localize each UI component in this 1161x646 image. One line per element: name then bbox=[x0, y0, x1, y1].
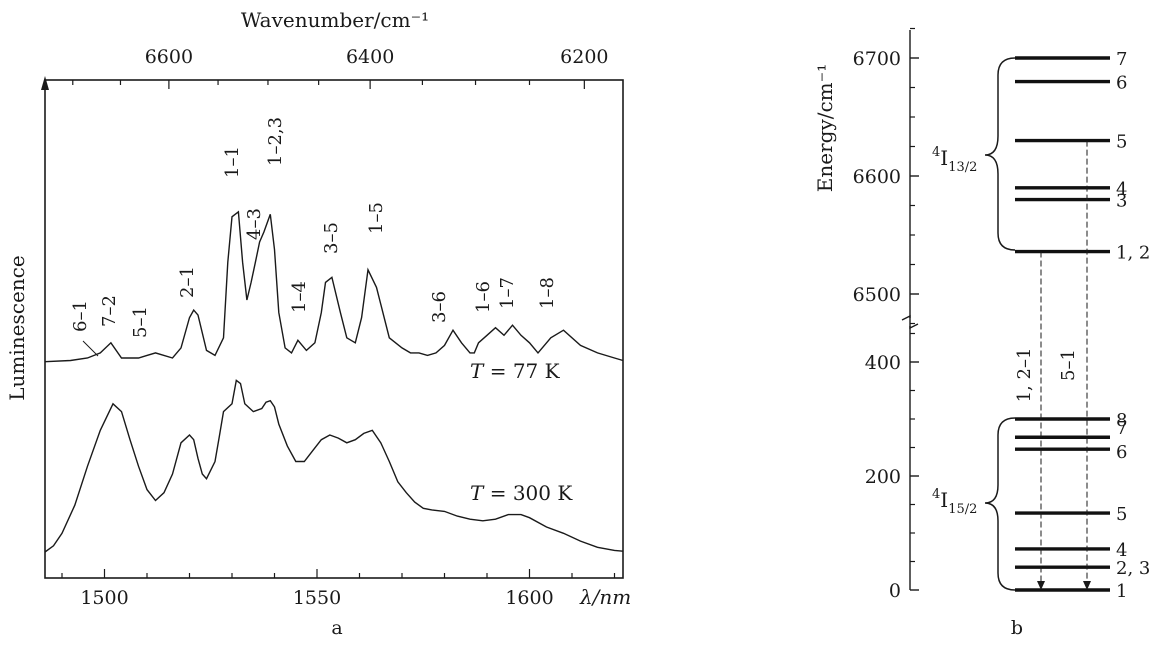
peak-label-2-1: 2–1 bbox=[177, 266, 198, 298]
peak-label-7-2: 7–2 bbox=[99, 295, 120, 327]
transition-arrowhead-1-2-1 bbox=[1037, 581, 1045, 590]
panel-a-luminescence-spectra: Wavenumber/cm⁻¹ Luminescence λ/nm 1500 15… bbox=[5, 8, 631, 639]
x2-tick-label-6400: 6400 bbox=[346, 46, 394, 68]
bottom-axis-ticks: 1500 1550 1600 bbox=[61, 569, 616, 609]
peak-labels: 6–1 7–2 5–12–11–14–31–2,31–43–51–53–6 1–6 1–… bbox=[70, 117, 558, 338]
level-label-1-6: 6 bbox=[1116, 442, 1127, 463]
manifold-label-4I13-2: 4I13/2 bbox=[932, 145, 977, 175]
peak-label-1-1: 1–1 bbox=[222, 146, 243, 178]
x-axis-title: λ/nm bbox=[579, 585, 631, 609]
transition-label-1-2-1: 1, 2–1 bbox=[1014, 348, 1035, 403]
peak-label-3-6: 3–6 bbox=[429, 291, 450, 323]
energy-tick-label-400: 400 bbox=[865, 352, 901, 374]
top-axis-title: Wavenumber/cm⁻¹ bbox=[241, 8, 429, 32]
level-label-1-1: 1 bbox=[1116, 581, 1127, 602]
manifold-label-lower-sup: 4 bbox=[932, 487, 940, 502]
axis-break-mark bbox=[901, 314, 919, 330]
peak-label-1-6: 1–6 bbox=[473, 281, 494, 313]
level-label-0-3: 3 bbox=[1116, 191, 1127, 212]
energy-tick-label-0: 0 bbox=[889, 580, 901, 602]
x-tick-label-1550: 1550 bbox=[293, 587, 341, 609]
energy-axis-title: Energy/cm⁻¹ bbox=[813, 64, 837, 192]
manifold-braces bbox=[984, 57, 1016, 591]
level-label-1-5: 5 bbox=[1116, 504, 1127, 525]
peak-label-5-1: 5–1 bbox=[130, 306, 151, 338]
leader-6-1 bbox=[82, 340, 99, 357]
panel-caption-a: a bbox=[331, 617, 342, 639]
manifold-label-upper-sup: 4 bbox=[932, 145, 940, 160]
energy-axis-ticks: 6500 6600 6700 0 200 400 bbox=[853, 27, 919, 602]
panel-caption-b: b bbox=[1011, 617, 1023, 639]
peak-label-1-4: 1–4 bbox=[289, 281, 310, 313]
x2-tick-label-6600: 6600 bbox=[145, 46, 193, 68]
top-axis-ticks: 6600 6400 6200 bbox=[72, 46, 609, 89]
peak-label-6-1: 6–1 bbox=[70, 300, 91, 332]
series-label-77k-t: T bbox=[470, 359, 485, 383]
peak-label-4-3: 4–3 bbox=[244, 208, 265, 240]
level-label-0-7: 7 bbox=[1116, 49, 1127, 70]
transition-arrowhead-5-1 bbox=[1083, 581, 1091, 590]
y-axis-arrowhead bbox=[41, 76, 49, 90]
transition-label-5-1: 5–1 bbox=[1058, 349, 1079, 381]
energy-tick-label-200: 200 bbox=[865, 466, 901, 488]
level-label-1-4: 4 bbox=[1116, 540, 1127, 561]
manifold-label-4I15-2: 4I15/2 bbox=[932, 487, 977, 517]
series-label-300k: T = 300 K bbox=[470, 481, 573, 505]
level-label-0-1-2: 1, 2 bbox=[1116, 243, 1150, 264]
level-label-0-5: 5 bbox=[1116, 132, 1127, 153]
spectrum-300k-line bbox=[44, 379, 624, 553]
manifold-label-lower-sub: 15/2 bbox=[948, 502, 977, 517]
energy-tick-label-6500: 6500 bbox=[853, 284, 901, 306]
manifold-label-upper-sub: 13/2 bbox=[948, 160, 977, 175]
x-tick-label-1600: 1600 bbox=[505, 587, 553, 609]
brace-upper bbox=[984, 57, 1016, 251]
series-label-300k-t: T bbox=[470, 481, 485, 505]
peak-label-1-7: 1–7 bbox=[497, 277, 518, 309]
peak-label-1-2-3: 1–2,3 bbox=[265, 117, 286, 166]
brace-lower bbox=[984, 417, 1016, 591]
level-label-0-6: 6 bbox=[1116, 73, 1127, 94]
level-label-1-2-3: 2, 3 bbox=[1116, 558, 1150, 579]
series-label-77k-rest: = 77 K bbox=[483, 359, 560, 383]
transitions: 1, 2–1 5–1 bbox=[1014, 140, 1091, 590]
plot-frame bbox=[44, 79, 624, 579]
series-label-77k: T = 77 K bbox=[470, 359, 561, 383]
peak-label-1-8: 1–8 bbox=[537, 277, 558, 309]
x2-tick-label-6200: 6200 bbox=[560, 46, 608, 68]
x-tick-label-1500: 1500 bbox=[80, 587, 128, 609]
manifold-label-lower-letter: I bbox=[940, 488, 948, 512]
level-label-0-4: 4 bbox=[1116, 179, 1127, 200]
manifold-label-upper-letter: I bbox=[940, 146, 948, 170]
series-label-300k-rest: = 300 K bbox=[483, 481, 573, 505]
level-label-1-7: 7 bbox=[1116, 418, 1127, 439]
peak-label-1-5: 1–5 bbox=[366, 202, 387, 234]
level-label-1-8: 8 bbox=[1116, 410, 1127, 431]
peak-label-3-5: 3–5 bbox=[321, 222, 342, 254]
energy-tick-label-6700: 6700 bbox=[853, 48, 901, 70]
energy-tick-label-6600: 6600 bbox=[853, 166, 901, 188]
spectrum-77k-line bbox=[44, 210, 624, 363]
y-axis-title: Luminescence bbox=[5, 255, 29, 400]
